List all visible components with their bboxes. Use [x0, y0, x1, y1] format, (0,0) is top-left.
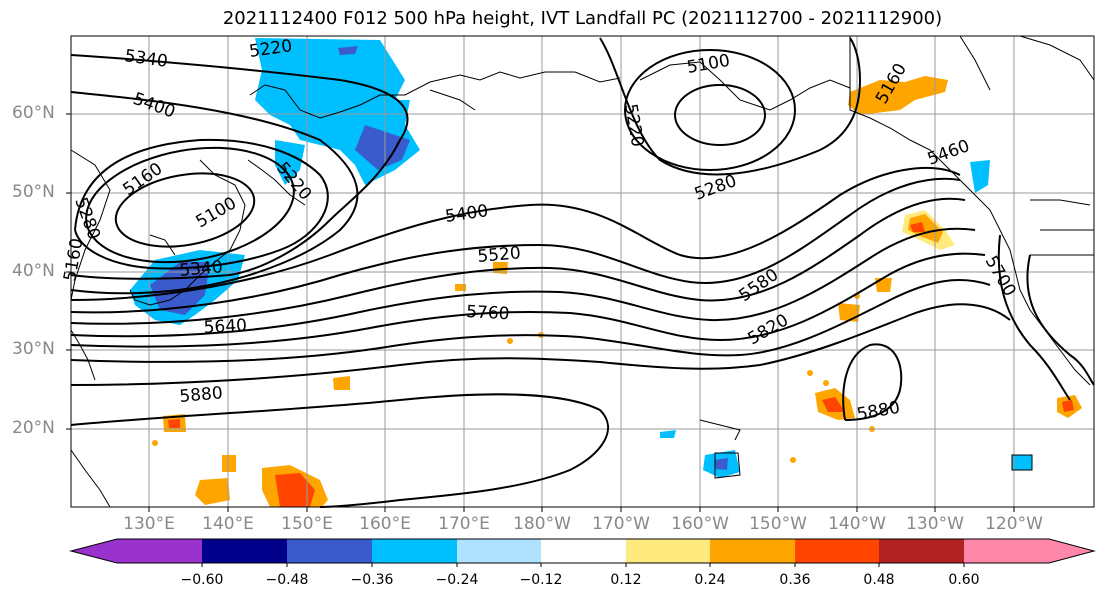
lon-label: 130°E [123, 514, 175, 534]
lon-label: 140°W [828, 514, 886, 534]
colorbar-tick-label: 0.60 [948, 572, 980, 588]
contour-label: 5340 [179, 257, 224, 281]
lon-label: 180°W [513, 514, 571, 534]
colorbar-extend-left [71, 539, 117, 563]
colorbar-bin [372, 539, 457, 563]
lon-label: 170°W [592, 514, 650, 534]
lon-label: 160°E [359, 514, 411, 534]
contour-label: 5880 [179, 383, 224, 407]
colorbar-bin [117, 539, 202, 563]
tick-marks [66, 113, 1015, 512]
colorbar-tick-label: 0.24 [694, 572, 726, 588]
colorbar-bin [964, 539, 1049, 563]
colorbar-tick-label: 0.36 [779, 572, 811, 588]
coastlines [70, 35, 1095, 508]
contour-label: 5640 [203, 316, 247, 338]
colorbar-bin [879, 539, 964, 563]
lon-label: 150°E [281, 514, 333, 534]
colorbar-tick-label: −0.60 [180, 572, 224, 588]
lon-label: 120°W [985, 514, 1043, 534]
lat-label: 30°N [12, 339, 55, 359]
plot-area: 5340 5220 5400 5100 5160 5280 5220 5160 … [60, 35, 1095, 508]
colorbar-bin [710, 539, 795, 563]
colorbar-bin [457, 539, 541, 563]
colorbar-bin [626, 539, 710, 563]
colorbar-tick-label: −0.24 [435, 572, 479, 588]
colorbar [69, 538, 1096, 567]
map-title: 2021112400 F012 500 hPa height, IVT Land… [222, 8, 943, 29]
colorbar-tick-label: 0.12 [610, 572, 642, 588]
lat-label: 40°N [12, 261, 55, 281]
colorbar-bin [287, 539, 372, 563]
contour-label: 5760 [466, 302, 510, 324]
colorbar-tick-label: −0.48 [265, 572, 309, 588]
lon-label: 160°W [671, 514, 729, 534]
colorbar-tick-label: 0.48 [863, 572, 895, 588]
lon-label: 130°W [906, 514, 964, 534]
lat-label: 50°N [12, 182, 55, 202]
colorbar-bin [541, 539, 626, 563]
contour-label: 5520 [477, 243, 522, 267]
gridlines [71, 36, 1094, 507]
colorbar-bin [202, 539, 287, 563]
colorbar-bin [795, 539, 879, 563]
lat-label: 20°N [12, 418, 55, 438]
lon-label: 140°E [202, 514, 254, 534]
colorbar-outline [69, 538, 1096, 564]
lon-label: 150°W [749, 514, 807, 534]
colorbar-extend-right [1049, 539, 1094, 563]
colorbar-tick-label: −0.12 [519, 572, 563, 588]
lat-label: 60°N [12, 103, 55, 123]
lon-label: 170°E [438, 514, 490, 534]
colorbar-tick-label: −0.36 [350, 572, 394, 588]
height-contours [70, 37, 1095, 508]
